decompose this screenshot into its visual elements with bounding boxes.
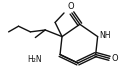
Text: O: O [68, 2, 74, 11]
Text: O: O [112, 54, 118, 63]
Text: NH: NH [100, 31, 111, 40]
Text: H₂N: H₂N [28, 55, 42, 64]
